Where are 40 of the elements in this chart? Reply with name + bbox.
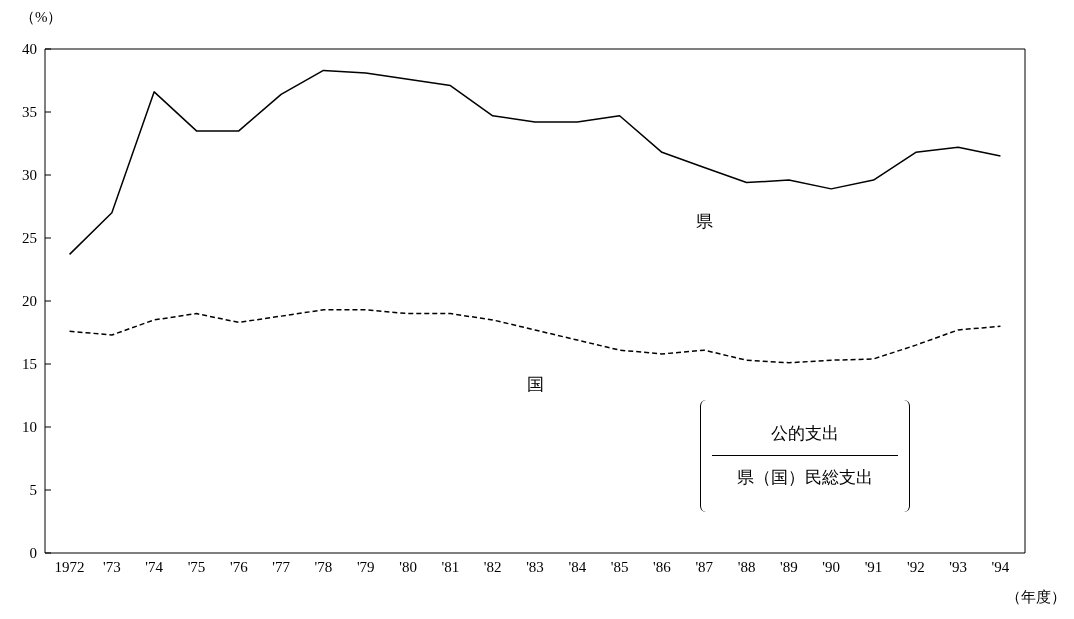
text: 国: [526, 374, 544, 394]
y-tick-label: 15: [22, 356, 37, 373]
x-tick-label: '80: [399, 558, 417, 575]
x-tick-label: '91: [864, 558, 883, 575]
line-series: [68, 69, 1002, 256]
x-tick-label: '81: [441, 558, 460, 575]
x-tick-label: '90: [822, 558, 841, 575]
x-tick-label: '87: [695, 558, 714, 575]
x-tick-label: '94: [991, 558, 1010, 575]
x-tick-label: '82: [483, 558, 502, 575]
text: 県: [695, 212, 713, 232]
x-tick-label: 1972: [54, 558, 85, 575]
y-tick-label: 20: [22, 293, 37, 310]
x-axis-title: （年度）: [1006, 588, 1066, 607]
x-tick-label: '88: [737, 558, 756, 575]
annotation: 県（国）民総支出: [736, 467, 874, 489]
y-tick-label: 0: [29, 545, 37, 562]
y-axis-title: （%）: [20, 8, 63, 27]
y-tick-label: 35: [22, 104, 37, 121]
line-series: [68, 309, 1002, 364]
x-tick-label: '79: [356, 558, 375, 575]
y-tick-label: 25: [22, 230, 37, 247]
x-tick-label: '89: [780, 558, 798, 575]
x-tick-label: '75: [187, 558, 206, 575]
y-tick-label: 5: [29, 482, 37, 499]
x-tick-label: '74: [145, 558, 164, 575]
x-tick-label: '83: [526, 558, 544, 575]
x-tick-label: '84: [568, 558, 587, 575]
x-tick-label: '93: [949, 558, 967, 575]
x-tick-label: '73: [103, 558, 121, 575]
x-tick-label: '85: [610, 558, 629, 575]
x-tick-label: '76: [229, 558, 249, 575]
y-tick-label: 30: [22, 167, 37, 184]
x-tick-label: '92: [906, 558, 925, 575]
x-tick-label: '78: [314, 558, 333, 575]
y-tick-label: 10: [22, 419, 37, 436]
x-tick-label: '86: [653, 558, 672, 575]
y-tick-label: 40: [22, 41, 37, 58]
annotation: 公的支出: [770, 423, 840, 445]
x-tick-label: '77: [272, 558, 291, 575]
